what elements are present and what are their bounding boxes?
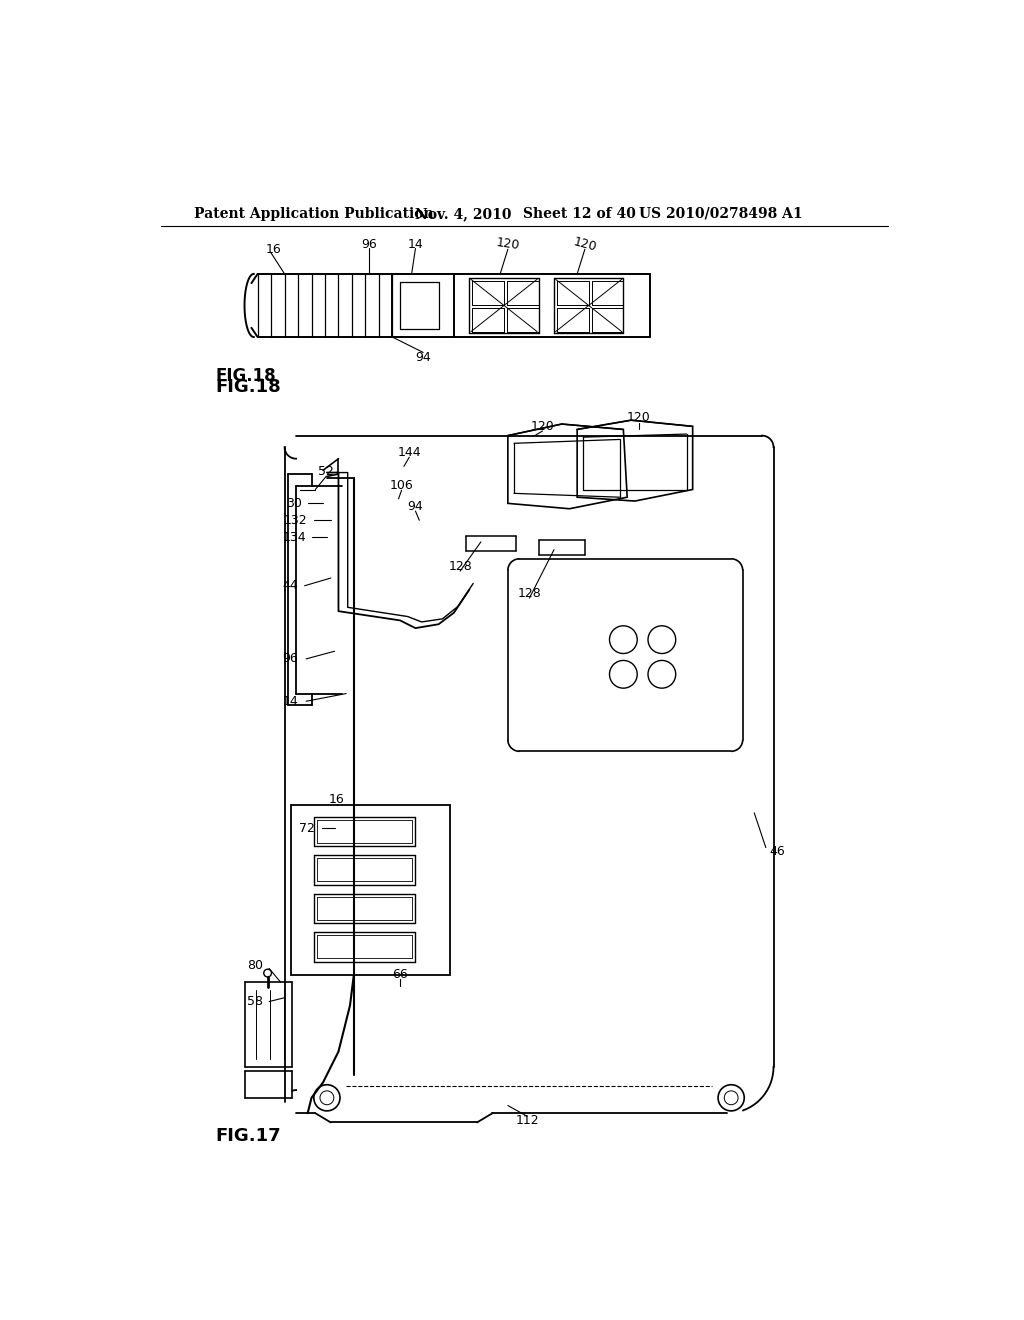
Text: 120: 120 bbox=[571, 235, 598, 253]
Text: 14: 14 bbox=[408, 238, 423, 251]
Text: Sheet 12 of 40: Sheet 12 of 40 bbox=[523, 207, 636, 220]
Text: FIG.18: FIG.18 bbox=[215, 378, 281, 396]
Text: FIG.17: FIG.17 bbox=[215, 1127, 281, 1146]
Text: FIG.18: FIG.18 bbox=[215, 367, 275, 384]
Text: 128: 128 bbox=[449, 560, 472, 573]
Text: 120: 120 bbox=[627, 412, 650, 425]
Text: 128: 128 bbox=[517, 587, 542, 601]
Text: 120: 120 bbox=[496, 236, 520, 252]
Text: 72: 72 bbox=[299, 822, 315, 834]
Text: 94: 94 bbox=[416, 351, 431, 363]
Text: 106: 106 bbox=[390, 479, 414, 492]
Text: 96: 96 bbox=[361, 238, 377, 251]
Text: 94: 94 bbox=[408, 500, 423, 513]
Text: 80: 80 bbox=[247, 958, 263, 972]
Text: 16: 16 bbox=[329, 792, 345, 805]
Text: 30: 30 bbox=[286, 496, 301, 510]
Text: 96: 96 bbox=[283, 652, 298, 665]
Text: Patent Application Publication: Patent Application Publication bbox=[194, 207, 433, 220]
Text: 112: 112 bbox=[515, 1114, 539, 1127]
Text: Nov. 4, 2010: Nov. 4, 2010 bbox=[416, 207, 512, 220]
Text: 44: 44 bbox=[283, 579, 298, 593]
Text: 58: 58 bbox=[247, 995, 263, 1008]
Text: 120: 120 bbox=[530, 420, 554, 433]
Text: US 2010/0278498 A1: US 2010/0278498 A1 bbox=[639, 207, 803, 220]
Text: 14: 14 bbox=[283, 694, 298, 708]
Text: 134: 134 bbox=[283, 531, 306, 544]
Text: 46: 46 bbox=[770, 845, 785, 858]
Text: 16: 16 bbox=[265, 243, 281, 256]
Text: 132: 132 bbox=[284, 513, 307, 527]
Text: 52: 52 bbox=[318, 465, 334, 478]
Text: 144: 144 bbox=[397, 446, 421, 459]
Text: 66: 66 bbox=[392, 968, 408, 981]
